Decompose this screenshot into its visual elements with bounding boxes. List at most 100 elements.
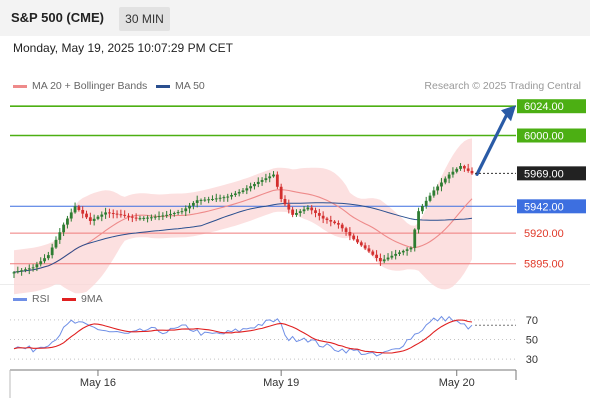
- rsi-ma-line: [13, 319, 473, 354]
- candle-body: [237, 191, 241, 194]
- candle-body: [275, 174, 279, 187]
- candle-body: [176, 212, 180, 214]
- candle-body: [390, 255, 394, 258]
- candle-body: [344, 228, 348, 232]
- level-label-5920.00: 5920.00: [524, 228, 564, 240]
- candle-body: [401, 250, 405, 253]
- ma20-line: [13, 189, 473, 273]
- candle-body: [382, 259, 386, 262]
- candle-body: [161, 215, 165, 217]
- candle-body: [329, 220, 333, 222]
- candle-body: [150, 217, 153, 219]
- level-label-6000.00-text: 6000.00: [524, 131, 564, 143]
- candle-body: [295, 213, 298, 215]
- candle-body: [417, 211, 420, 230]
- rsi-line: [13, 315, 473, 357]
- candle-body: [16, 271, 20, 273]
- candle-body: [367, 248, 371, 252]
- candle-body: [359, 242, 363, 246]
- candle-body: [50, 247, 54, 256]
- level-label-5895.00-text: 5895.00: [524, 259, 564, 271]
- candle-body: [230, 195, 233, 197]
- candle-body: [436, 186, 440, 191]
- candle-body: [138, 218, 142, 220]
- candle-body: [195, 200, 199, 203]
- rsi-legend-label: RSI: [32, 293, 50, 305]
- candle-body: [165, 214, 169, 216]
- candle-body: [314, 210, 317, 214]
- candle-body: [420, 206, 424, 212]
- candle-body: [256, 181, 260, 185]
- candle-body: [398, 252, 401, 254]
- candle-body: [379, 257, 382, 262]
- candle-body: [356, 239, 359, 243]
- rsi-legend-swatch: [13, 298, 27, 301]
- ma50-line: [13, 202, 473, 273]
- rsi-tick-30: 30: [526, 354, 538, 366]
- candle-body: [27, 268, 31, 270]
- candle-body: [340, 224, 344, 229]
- datetime-label: Monday, May 19, 2025 10:07:29 PM CET: [13, 41, 233, 55]
- level-label-6000.00: 6000.00: [517, 128, 586, 143]
- candle-body: [226, 196, 230, 198]
- candle-body: [317, 213, 321, 216]
- level-label-5942.00-text: 5942.00: [524, 201, 564, 213]
- candle-body: [142, 217, 146, 219]
- projection-arrow: [475, 114, 508, 176]
- candle-body: [157, 216, 161, 218]
- candle-body: [199, 199, 203, 201]
- candle-body: [409, 247, 413, 250]
- candle-body: [249, 186, 253, 189]
- current-price-label: 5969.00: [517, 166, 586, 181]
- rsi-ma-legend-label: 9MA: [81, 293, 103, 305]
- candle-body: [92, 218, 96, 221]
- candle-body: [260, 180, 264, 182]
- candle-body: [375, 254, 378, 258]
- candle-body: [54, 239, 58, 248]
- candle-body: [455, 168, 459, 172]
- candle-body: [115, 213, 119, 215]
- candle-body: [12, 272, 16, 274]
- candle-body: [337, 223, 340, 225]
- candle-body: [272, 174, 275, 177]
- candle-body: [127, 215, 130, 217]
- candle-body: [405, 249, 409, 251]
- candle-body: [394, 253, 398, 256]
- projection-arrowhead: [501, 105, 516, 122]
- candle-body: [459, 166, 462, 169]
- level-label-5942.00: 5942.00: [517, 199, 586, 214]
- research-credit: Research © 2025 Trading Central: [424, 80, 581, 92]
- candle-body: [264, 178, 268, 181]
- timeframe-button[interactable]: 30 MIN: [119, 7, 170, 31]
- chart-header: S&P 500 (CME) 30 MIN: [0, 0, 590, 36]
- rsi-tick-50: 50: [526, 335, 538, 347]
- level-label-5895.00: 5895.00: [524, 259, 564, 271]
- candle-body: [85, 213, 88, 218]
- candle-body: [39, 261, 43, 265]
- candle-body: [462, 166, 466, 169]
- candle-body: [413, 229, 417, 248]
- candle-body: [62, 224, 66, 233]
- candle-body: [207, 199, 211, 201]
- candle-body: [146, 217, 149, 219]
- level-label-6000.00-bg: [517, 128, 586, 143]
- candle-body: [211, 198, 214, 200]
- candle-body: [31, 267, 35, 269]
- candle-body: [279, 186, 283, 199]
- candle-body: [20, 270, 24, 272]
- bollinger-band: [14, 138, 472, 295]
- candle-body: [24, 269, 27, 271]
- candle-body: [218, 197, 222, 199]
- candle-body: [153, 216, 157, 218]
- ma50-legend-swatch: [156, 85, 170, 88]
- candle-body: [287, 204, 291, 210]
- candle-body: [466, 168, 470, 171]
- x-tick-label: May 16: [80, 377, 116, 389]
- candle-body: [451, 171, 455, 175]
- candle-body: [428, 195, 432, 201]
- symbol-title: S&P 500 (CME): [11, 10, 104, 25]
- candle-body: [191, 202, 195, 206]
- candle-body: [432, 190, 436, 196]
- candle-body: [302, 209, 306, 212]
